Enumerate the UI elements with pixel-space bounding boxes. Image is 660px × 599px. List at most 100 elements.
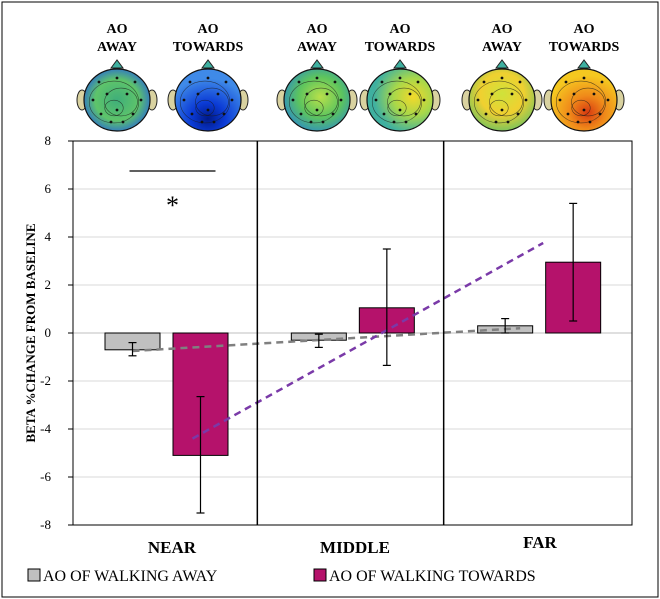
topomap-contour	[571, 87, 605, 117]
topomap-electrode	[297, 80, 301, 84]
y-tick-label: -4	[40, 421, 51, 436]
topomap-contour	[304, 87, 338, 117]
y-axis-label: BETA %CHANGE FROM BASELINE	[23, 224, 38, 443]
y-tick-label: 4	[45, 229, 52, 244]
topomap-contour	[104, 87, 138, 117]
topomap-electrode	[582, 108, 586, 112]
topomap-row: AO AWAY AO TOWARDS AO AWAY AO TOWARDS AO AWAY AO TO…	[76, 22, 625, 132]
y-tick-label: 0	[45, 325, 52, 340]
topomap-electrode	[91, 98, 95, 102]
topomap-electrode	[216, 92, 220, 96]
topomap-electrode	[125, 92, 129, 96]
topomap-electrode	[139, 98, 143, 102]
topomap-electrode	[196, 92, 200, 96]
y-tick-label: 8	[45, 133, 52, 148]
legend-swatch	[27, 568, 41, 582]
topomap-contour	[387, 99, 407, 117]
x-category-label: FAR	[523, 533, 557, 552]
topomap-electrode	[408, 92, 412, 96]
significance-marker: *	[129, 170, 216, 220]
topomap-electrode	[299, 112, 303, 116]
topomap-electrode	[524, 98, 528, 102]
topomap-electrode	[392, 120, 396, 124]
topomap-contour	[104, 99, 124, 117]
topomap-electrode	[182, 98, 186, 102]
topomap-electrode	[506, 120, 510, 124]
topomap-label-line1: AO	[574, 22, 595, 37]
topomap-electrode	[404, 120, 408, 124]
topomap-contour	[304, 99, 324, 117]
topomap-electrode	[564, 80, 568, 84]
topomap-label-line1: AO	[492, 22, 513, 37]
topomap-electrode	[516, 112, 520, 116]
topomap-contour	[288, 80, 340, 124]
topomap-electrode	[416, 80, 420, 84]
topomap-electrode	[315, 76, 319, 80]
topomap-electrode	[325, 92, 329, 96]
topomap-electrode	[494, 120, 498, 124]
trendline-towards	[191, 241, 544, 440]
topomap-electrode	[374, 98, 378, 102]
topomap-contour	[489, 87, 523, 117]
topomap-electrode	[105, 92, 109, 96]
topomap-nose	[495, 59, 509, 69]
topomap-electrode	[188, 80, 192, 84]
topomap-contour	[179, 80, 231, 124]
y-axis-ticks: 8 6 4 2 0 -2 -4 -6 -8	[40, 133, 51, 532]
topomap-electrode	[510, 92, 514, 96]
topomap-label-line2: AWAY	[482, 40, 522, 55]
x-category-label: NEAR	[148, 538, 197, 557]
topomap-electrode	[484, 112, 488, 116]
topomap-electrode	[414, 112, 418, 116]
topomap-electrode	[333, 80, 337, 84]
topomap-electrode	[190, 112, 194, 116]
topomap-label-line2: TOWARDS	[173, 40, 244, 55]
topomap-electrode	[606, 98, 610, 102]
topomap-label-line1: AO	[107, 22, 128, 37]
topomap-electrode	[398, 108, 402, 112]
topomap-contour	[195, 87, 229, 117]
topomap-contour	[371, 80, 423, 124]
topomap-electrode	[380, 80, 384, 84]
topomap-electrode	[206, 76, 210, 80]
category-separators	[68, 140, 633, 526]
topomap-electrode	[600, 80, 604, 84]
topomap-electrode	[206, 108, 210, 112]
topomap-nose	[110, 59, 124, 69]
y-tick-label: -6	[40, 469, 51, 484]
topomap-label-line2: AWAY	[297, 40, 337, 55]
topomap-electrode	[309, 120, 313, 124]
topomap-electrode	[500, 76, 504, 80]
topomap-electrode	[291, 98, 295, 102]
topomap-contour	[489, 99, 509, 117]
topomap-electrode	[230, 98, 234, 102]
significance-star: *	[166, 191, 179, 220]
topomap-electrode	[224, 80, 228, 84]
topomap-electrode	[490, 92, 494, 96]
topomap-electrode	[518, 80, 522, 84]
topomap-electrode	[500, 108, 504, 112]
topomap-label-line2: TOWARDS	[365, 40, 436, 55]
topomap-nose	[201, 59, 215, 69]
topomap-electrode	[305, 92, 309, 96]
topomap-electrode	[97, 80, 101, 84]
topomap-nose	[310, 59, 324, 69]
topomap-electrode	[99, 112, 103, 116]
topomap-label-line2: TOWARDS	[549, 40, 620, 55]
legend-label: AO OF WALKING TOWARDS	[329, 568, 536, 585]
topomap-contour	[571, 99, 591, 117]
topomap-electrode	[388, 92, 392, 96]
topomap-electrode	[339, 98, 343, 102]
y-tick-label: -8	[40, 517, 51, 532]
topomap-electrode	[398, 76, 402, 80]
y-tick-label: -2	[40, 373, 51, 388]
topomap-electrode	[115, 108, 119, 112]
topomap-electrode	[566, 112, 570, 116]
topomap-electrode	[588, 120, 592, 124]
topomap-label-line1: AO	[198, 22, 219, 37]
topomap-contour	[387, 87, 421, 117]
y-tick-label: 6	[45, 181, 52, 196]
topomap-label-line1: AO	[307, 22, 328, 37]
topomap-electrode	[131, 112, 135, 116]
